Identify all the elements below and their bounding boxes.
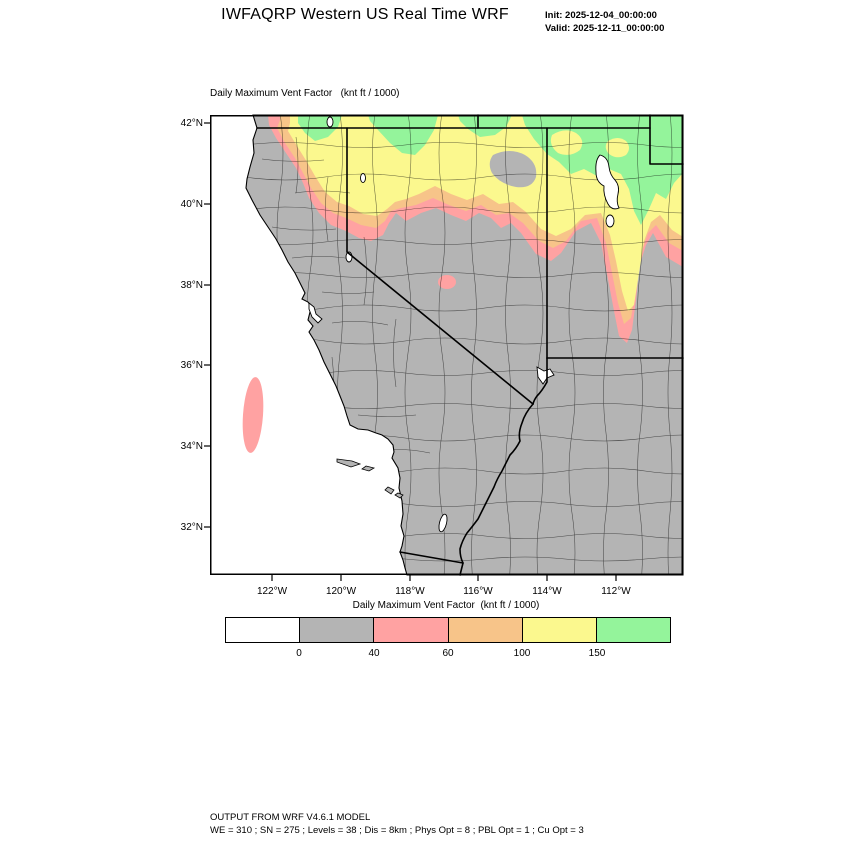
lat-tick-label: 42°N [180,118,203,129]
channel-islands [336,458,404,499]
pyramid-lake [360,173,366,183]
page-title: IWFAQRP Western US Real Time WRF [221,6,509,23]
lat-tick-label: 32°N [180,522,203,533]
colorbar-segment [596,618,671,642]
colorbar-segment [226,618,301,642]
state-borders [256,114,684,576]
axis-ticks [204,122,617,581]
utah-lake [605,214,615,228]
lon-tick-label: 120°W [325,586,357,597]
map-plot [204,114,684,581]
great-salt-lake [595,154,620,210]
colorbar-segment [374,618,449,642]
sf-bay [308,302,323,324]
lon-tick-label: 112°W [601,586,631,597]
init-timestamp: Init: 2025-12-04_00:00:00 [545,10,657,21]
colorbar-tick-label: 150 [588,648,606,659]
lon-tick-label: 118°W [395,586,425,597]
colorbar-segment [448,618,523,642]
salton-sea [438,513,448,533]
colorbar-tick-label: 60 [442,648,454,659]
lon-tick-label: 114°W [532,586,562,597]
colorbar-title: Daily Maximum Vent Factor (knt ft / 1000… [352,600,540,611]
lake-mead [536,366,555,385]
lakes [308,116,620,533]
lat-tick-label: 40°N [180,199,203,210]
colorbar [225,617,671,643]
lat-tick-label: 38°N [180,280,203,291]
lon-tick-label: 122°W [256,586,288,597]
goose-lake [326,116,334,128]
valid-timestamp: Valid: 2025-12-11_00:00:00 [545,23,665,34]
lon-tick-label: 116°W [463,586,493,597]
colorbar-tick-label: 0 [296,648,302,659]
field-title: Daily Maximum Vent Factor (knt ft / 1000… [210,88,400,99]
colorbar-segment [300,618,375,642]
colorbar-segment [522,618,597,642]
colorbar-tick-label: 100 [513,648,531,659]
footer-params-line: WE = 310 ; SN = 275 ; Levels = 38 ; Dis … [210,825,584,836]
map-svg [204,114,684,581]
lat-tick-label: 36°N [180,360,203,371]
map-border [210,115,683,575]
colorbar-tick-label: 40 [368,648,380,659]
lat-tick-label: 34°N [180,441,203,452]
footer-model-line: OUTPUT FROM WRF V4.6.1 MODEL [210,812,371,823]
